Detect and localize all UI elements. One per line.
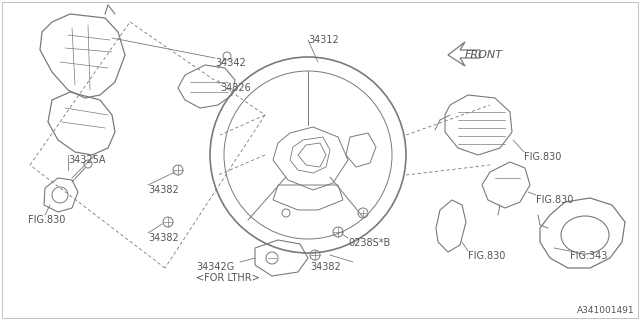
- Text: FIG.830: FIG.830: [28, 215, 65, 225]
- Text: FIG.830: FIG.830: [468, 251, 506, 261]
- Text: FIG.343: FIG.343: [570, 251, 607, 261]
- Text: <FOR LTHR>: <FOR LTHR>: [196, 273, 260, 283]
- Text: 34342: 34342: [215, 58, 246, 68]
- Text: FRONT: FRONT: [465, 50, 503, 60]
- Text: FIG.830: FIG.830: [524, 152, 561, 162]
- Text: 0238S*B: 0238S*B: [348, 238, 390, 248]
- Text: 34382: 34382: [148, 185, 179, 195]
- Text: 34382: 34382: [148, 233, 179, 243]
- Text: 34326: 34326: [220, 83, 251, 93]
- Text: 34342G: 34342G: [196, 262, 234, 272]
- Text: 34382: 34382: [310, 262, 340, 272]
- Text: 34312: 34312: [308, 35, 339, 45]
- Text: FIG.830: FIG.830: [536, 195, 573, 205]
- Text: 34325A: 34325A: [68, 155, 106, 165]
- Text: A341001491: A341001491: [577, 306, 635, 315]
